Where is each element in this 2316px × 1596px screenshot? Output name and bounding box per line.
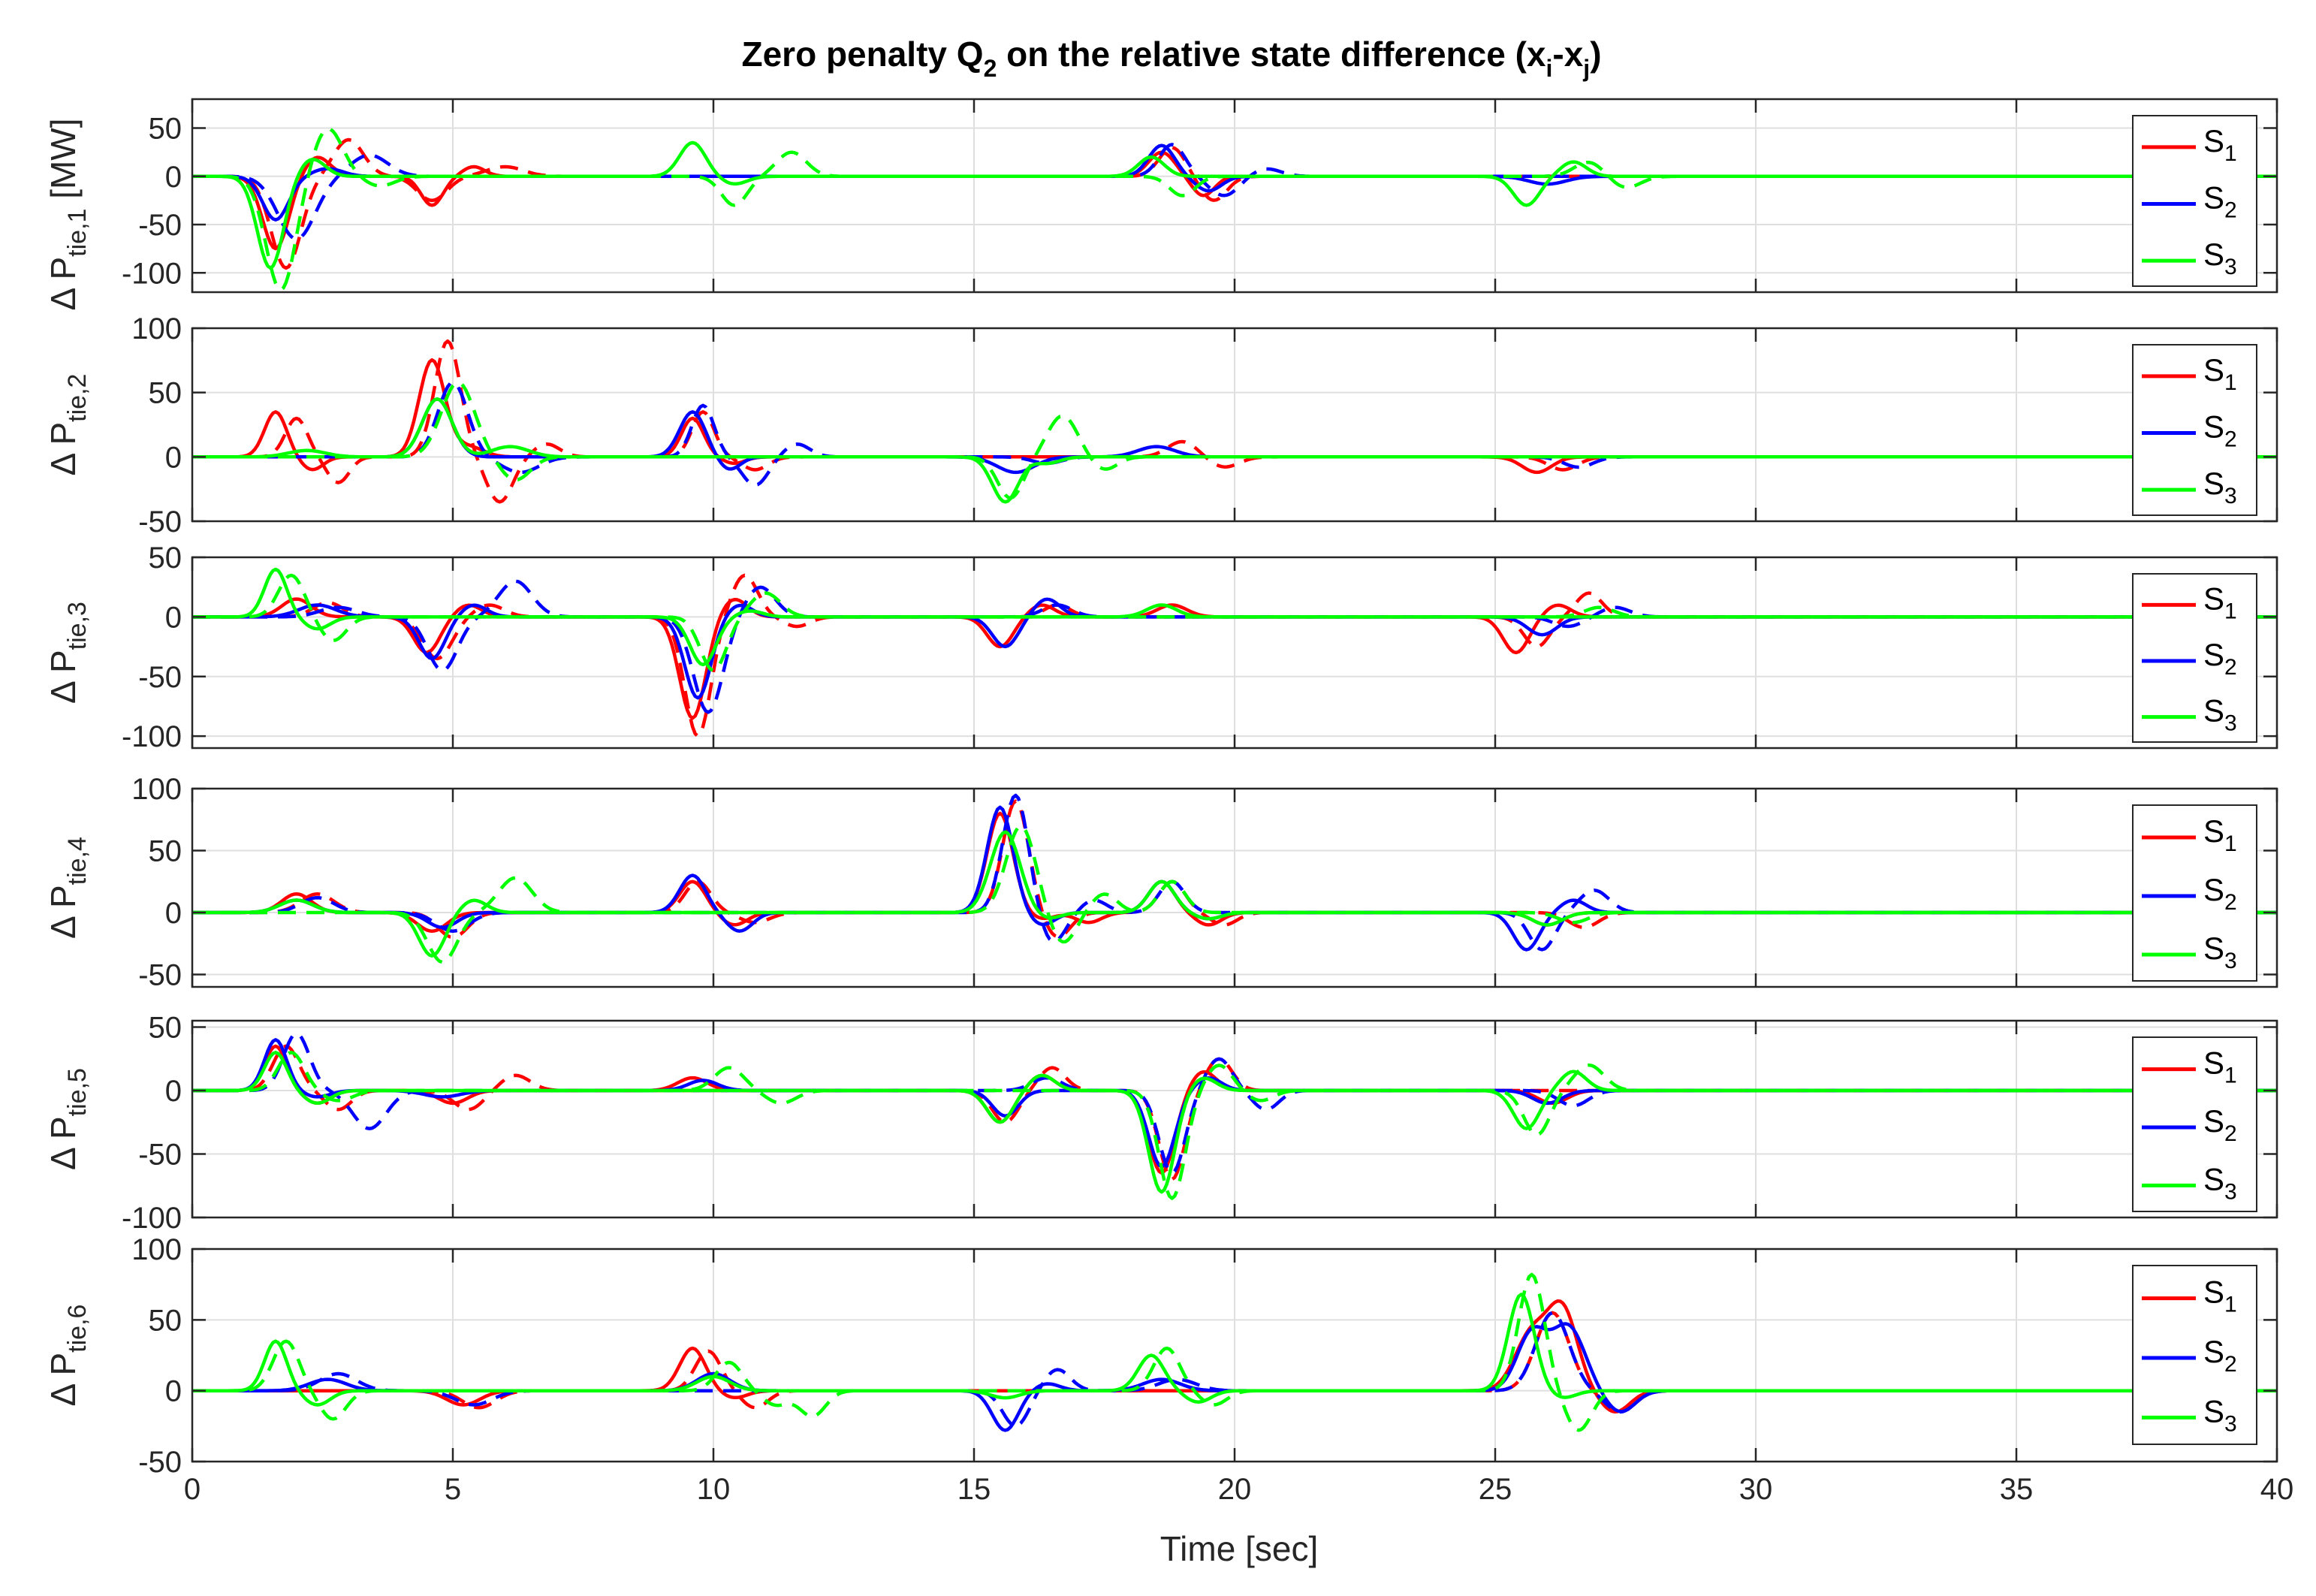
series-line-s3-dashed [192,824,2277,964]
chart-title: Zero penalty Q2 on the relative state di… [741,35,1601,82]
x-axis-label: Time [sec] [1160,1529,1318,1568]
subplot-5: -100 -50 0 50 Δ Ptie,5 S1 S2 S3 [44,1011,2278,1235]
y-axis-label: Δ Ptie,4 [44,837,92,939]
legend-label: S2 [2203,180,2237,223]
y-tick-label: -100 [122,257,182,290]
y-tick-label: 100 [131,1233,182,1266]
legend: S1 S2 S3 [2132,344,2257,516]
y-tick-label: 0 [165,1075,182,1108]
legend-label: S1 [2203,123,2237,166]
series-group [192,1031,2277,1200]
y-tick-label: -50 [138,209,182,242]
series-group [192,1272,2277,1432]
legend-label: S1 [2203,813,2237,856]
y-tick-label: -50 [138,1446,182,1479]
subplot-3: -100 -50 0 50 Δ Ptie,3 S1 S2 S3 [44,542,2278,753]
series-group [192,793,2277,964]
legend-label: S1 [2203,352,2237,395]
legend-box [2132,344,2257,516]
legend-label: S3 [2203,1393,2237,1436]
y-tick-label: 50 [149,542,182,575]
y-tick-label: 0 [165,441,182,474]
legend: S1 S2 S3 [2132,115,2257,287]
legend-label: S1 [2203,1275,2237,1317]
y-tick-label: 50 [149,377,182,410]
legend-label: S3 [2203,931,2237,973]
legend-label: S3 [2203,693,2237,736]
legend-label: S2 [2203,409,2237,452]
x-tick-label: 0 [184,1473,201,1506]
y-axis-label: Δ Ptie,1 [MW] [44,119,92,311]
subplot-2: -50 0 50 100 Δ Ptie,2 S1 S2 S3 [44,312,2278,539]
y-tick-label: -100 [122,1202,182,1235]
legend: S1 S2 S3 [2132,573,2257,743]
series-line-s3-dashed [192,380,2277,500]
y-tick-label: -50 [138,661,182,694]
legend-label: S2 [2203,1103,2237,1146]
y-axis-label: Δ Ptie,5 [44,1068,92,1170]
y-tick-label: -50 [138,1138,182,1171]
series-group [192,339,2277,504]
y-tick-label: 0 [165,161,182,194]
series-group [192,127,2277,292]
x-tick-label: 20 [1218,1473,1252,1506]
y-tick-label: 50 [149,1304,182,1337]
y-tick-label: 0 [165,897,182,930]
legend-box [2132,573,2257,743]
y-tick-label: -50 [138,959,182,992]
legend-label: S3 [2203,237,2237,279]
legend: S1 S2 S3 [2132,1036,2257,1212]
y-tick-label: 100 [131,773,182,806]
x-tick-label: 10 [697,1473,731,1506]
x-tick-label: 40 [2260,1473,2294,1506]
y-tick-label: 100 [131,312,182,345]
x-tick-label: 30 [1739,1473,1773,1506]
y-tick-label: 50 [149,113,182,146]
legend-label: S1 [2203,1045,2237,1088]
legend-label: S2 [2203,1334,2237,1377]
x-tick-label: 35 [2000,1473,2034,1506]
y-tick-label: -100 [122,720,182,753]
legend-label: S1 [2203,581,2237,623]
series-group [192,567,2277,738]
legend-label: S2 [2203,872,2237,915]
legend-box [2132,804,2257,982]
y-tick-label: 0 [165,1375,182,1408]
x-tick-label: 5 [445,1473,461,1506]
series-line-s3-dashed [192,1051,2277,1200]
y-tick-label: 0 [165,601,182,634]
y-axis-label: Δ Ptie,2 [44,374,92,476]
legend-label: S3 [2203,1161,2237,1204]
x-tick-label: 25 [1479,1473,1512,1506]
series-line-s3-dashed [192,573,2277,673]
y-tick-label: -50 [138,505,182,539]
legend-box [2132,115,2257,287]
legend-label: S2 [2203,637,2237,680]
series-line-s3-dashed [192,127,2277,292]
legend-box [2132,1036,2257,1212]
legend: S1 S2 S3 [2132,1265,2257,1445]
series-line-s3-dashed [192,1272,2277,1432]
y-tick-label: 50 [149,1011,182,1044]
y-axis-label: Δ Ptie,6 [44,1305,92,1407]
x-tick-label: 15 [957,1473,991,1506]
legend: S1 S2 S3 [2132,804,2257,982]
y-tick-label: 50 [149,835,182,868]
legend-label: S3 [2203,466,2237,508]
legend-box [2132,1265,2257,1445]
subplot-4: -50 0 50 100 Δ Ptie,4 S1 S2 S3 [44,773,2278,992]
subplot-1: -100 -50 0 50 Δ Ptie,1 [MW] S1 S2 S3 [44,98,2278,311]
y-axis-label: Δ Ptie,3 [44,602,92,704]
